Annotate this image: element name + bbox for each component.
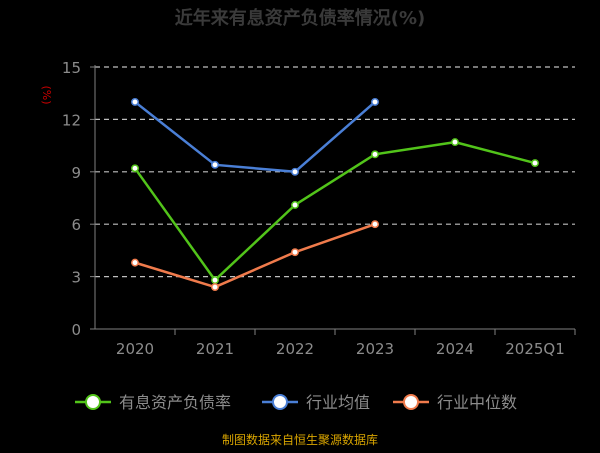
legend: 有息资产负债率 行业均值 行业中位数 [75,393,517,412]
x-tick-label: 2020 [116,340,154,358]
series-1-point [291,167,299,176]
y-tick-label: 9 [71,164,81,182]
y-axis-unit-label: (%) [40,85,53,104]
legend-marker-0 [85,394,101,410]
y-tick-label: 6 [71,216,81,234]
series-2-point [131,258,139,267]
x-tick-label: 2024 [436,340,474,358]
y-tick-label: 15 [62,59,81,77]
series-layer [131,97,539,292]
series-line-1 [134,100,376,174]
series-2-point [291,248,299,257]
series-1-point [131,97,139,106]
legend-marker-1 [272,394,288,410]
x-tick-label: 2021 [196,340,234,358]
x-tick-label: 2022 [276,340,314,358]
axis-layer: 0 3 6 9 12 15 2020 2021 2022 2023 2024 2025Q1 [62,59,576,358]
series-2-point [371,220,379,229]
series-0-point [451,138,459,147]
y-tick-label: 0 [71,321,81,339]
series-0-point [131,164,139,173]
series-1-point [371,97,379,106]
legend-label: 有息资产负债率 [119,393,231,412]
legend-label: 行业均值 [306,393,370,412]
y-tick-label: 12 [62,111,81,129]
series-0-point [371,150,379,159]
series-0-point [211,276,219,285]
chart-title: 近年来有息资产负债率情况(%) [175,7,426,29]
legend-label: 行业中位数 [437,393,517,412]
grid-layer [95,66,575,278]
footer-source-text: 制图数据来自恒生聚源数据库 [222,432,378,447]
series-2-point [211,283,219,292]
series-0-point [531,159,539,168]
series-1-point [211,160,219,169]
x-tick-label: 2025Q1 [505,340,565,358]
series-line-2 [134,223,376,289]
series-line-0 [133,140,536,282]
y-tick-label: 3 [71,269,81,287]
x-tick-label: 2023 [356,340,394,358]
legend-marker-2 [403,394,419,410]
series-0-point [291,201,299,209]
